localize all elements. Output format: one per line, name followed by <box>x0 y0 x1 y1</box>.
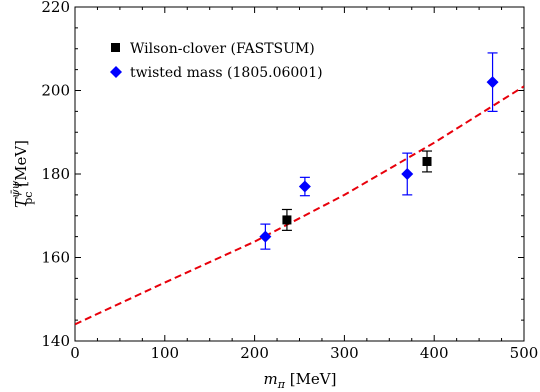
axis-ticks: 0 100 200 300 400 500 140 160 180 200 220 <box>41 0 538 362</box>
x-tick-label: 500 <box>510 344 539 362</box>
legend: Wilson-clover (FASTSUM) twisted mass (18… <box>110 41 323 81</box>
y-axis-label: Tψ̄ψpc [MeV] <box>9 140 35 208</box>
legend-marker-wilson-clover <box>111 43 120 52</box>
x-tick-label: 400 <box>420 344 449 362</box>
y-axis-label-sup: ψ̄ψ <box>9 180 22 198</box>
legend-label-wilson-clover: Wilson-clover (FASTSUM) <box>130 41 315 57</box>
data-point-diamond <box>486 76 499 89</box>
y-axis-label-unit: [MeV] <box>12 140 30 192</box>
y-tick-label: 220 <box>41 0 70 16</box>
legend-marker-twisted-mass <box>110 66 122 78</box>
x-axis-label-unit: [MeV] <box>285 370 337 388</box>
legend-label-twisted-mass: twisted mass (1805.06001) <box>130 65 323 81</box>
x-tick-label: 0 <box>70 344 80 362</box>
data-point-diamond <box>401 168 414 180</box>
y-axis-label-main: T <box>12 197 30 208</box>
y-tick-label: 140 <box>41 332 70 350</box>
x-axis-label: mπ [MeV] <box>263 370 336 391</box>
x-tick-label: 300 <box>330 344 359 362</box>
x-tick-label: 200 <box>240 344 269 362</box>
fit-curve <box>75 85 524 326</box>
y-tick-label: 160 <box>41 249 70 267</box>
x-axis-label-sub: π <box>277 378 286 391</box>
x-tick-label: 100 <box>150 344 179 362</box>
data-point-square <box>422 156 432 166</box>
data-point-square <box>282 215 292 225</box>
plot-frame <box>74 6 525 342</box>
data-point-diamond <box>259 230 272 243</box>
y-tick-label: 180 <box>41 165 70 183</box>
data-marks <box>259 52 499 250</box>
data-point-diamond <box>298 180 311 193</box>
x-axis-label-main: m <box>263 370 277 388</box>
y-tick-label: 200 <box>41 82 70 100</box>
y-axis-label-sub: pc <box>22 192 35 205</box>
